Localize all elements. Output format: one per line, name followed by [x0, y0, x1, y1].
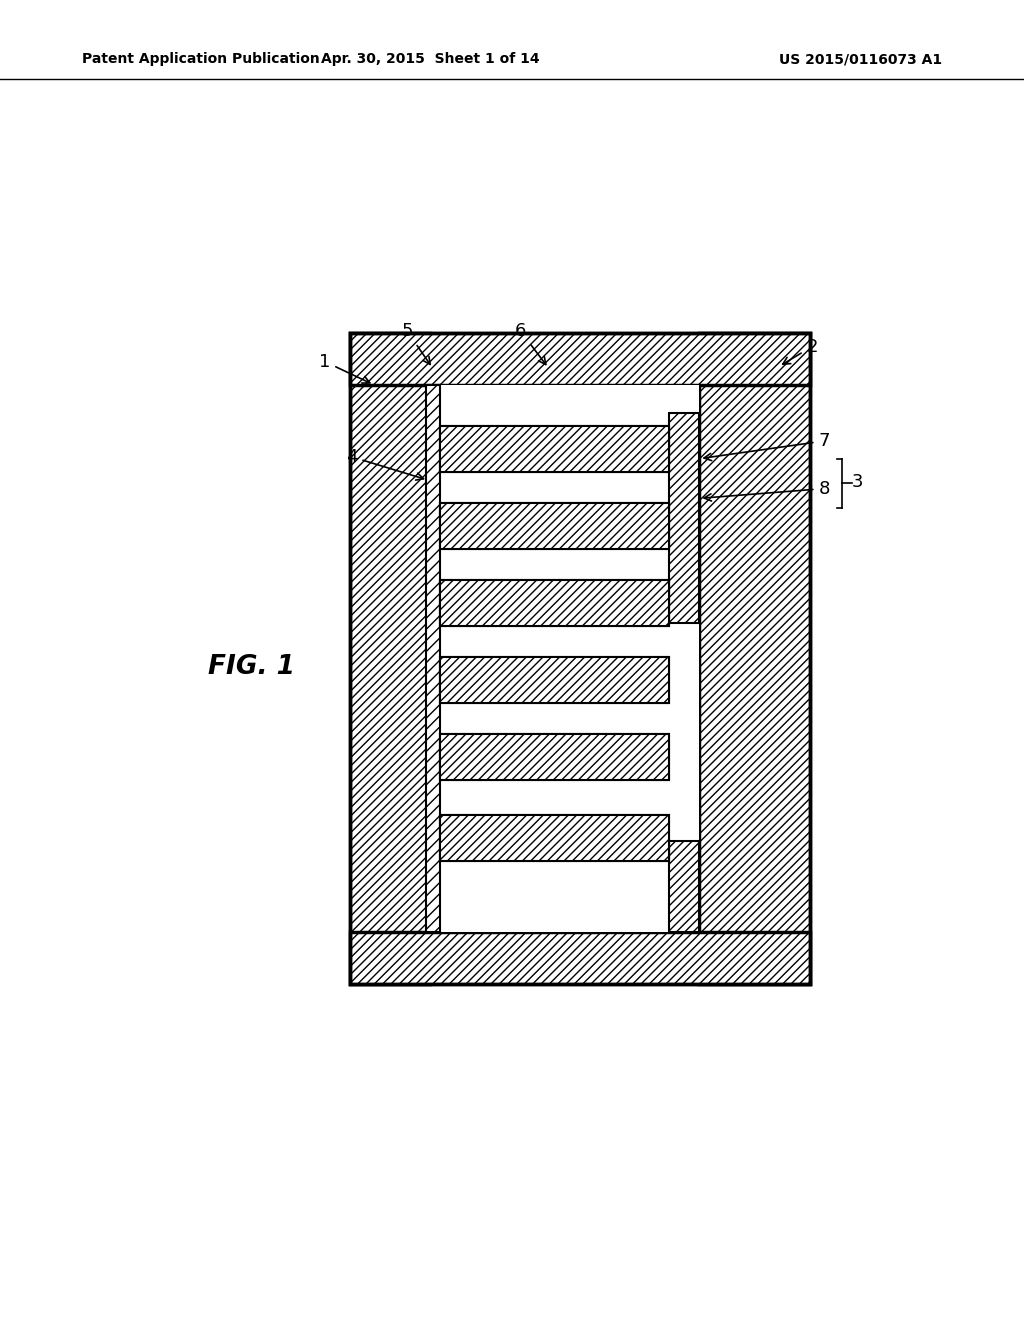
Text: 8: 8 [705, 479, 829, 502]
Text: 2: 2 [782, 338, 818, 364]
Bar [440, 780, 670, 814]
Text: FIG. 1: FIG. 1 [208, 653, 295, 680]
Text: 6: 6 [515, 322, 546, 364]
Text: 3: 3 [852, 474, 863, 491]
Bar [440, 814, 670, 861]
Bar [440, 549, 670, 579]
Text: Patent Application Publication: Patent Application Publication [82, 53, 319, 66]
Text: 7: 7 [703, 432, 829, 461]
Bar [426, 385, 440, 932]
Bar [699, 333, 811, 983]
Bar [440, 426, 670, 473]
Bar [350, 333, 811, 983]
Bar [440, 579, 670, 626]
Bar [440, 704, 670, 734]
Bar [350, 333, 811, 385]
Bar [670, 413, 699, 623]
Text: US 2015/0116073 A1: US 2015/0116073 A1 [779, 53, 942, 66]
Text: 1: 1 [319, 352, 370, 383]
Bar [440, 503, 670, 549]
Bar [440, 626, 670, 657]
Bar [350, 333, 430, 983]
Text: 4: 4 [346, 447, 424, 480]
Bar [440, 579, 670, 626]
Bar [440, 657, 670, 704]
Bar [440, 473, 670, 503]
Text: Apr. 30, 2015  Sheet 1 of 14: Apr. 30, 2015 Sheet 1 of 14 [321, 53, 540, 66]
Bar [350, 932, 811, 983]
Text: 5: 5 [401, 322, 430, 364]
Bar [430, 385, 699, 932]
Bar [670, 841, 699, 932]
Bar [440, 734, 670, 780]
Bar [440, 503, 670, 549]
Bar [440, 734, 670, 780]
Bar [440, 426, 670, 473]
Bar [440, 814, 670, 861]
Bar [440, 657, 670, 704]
